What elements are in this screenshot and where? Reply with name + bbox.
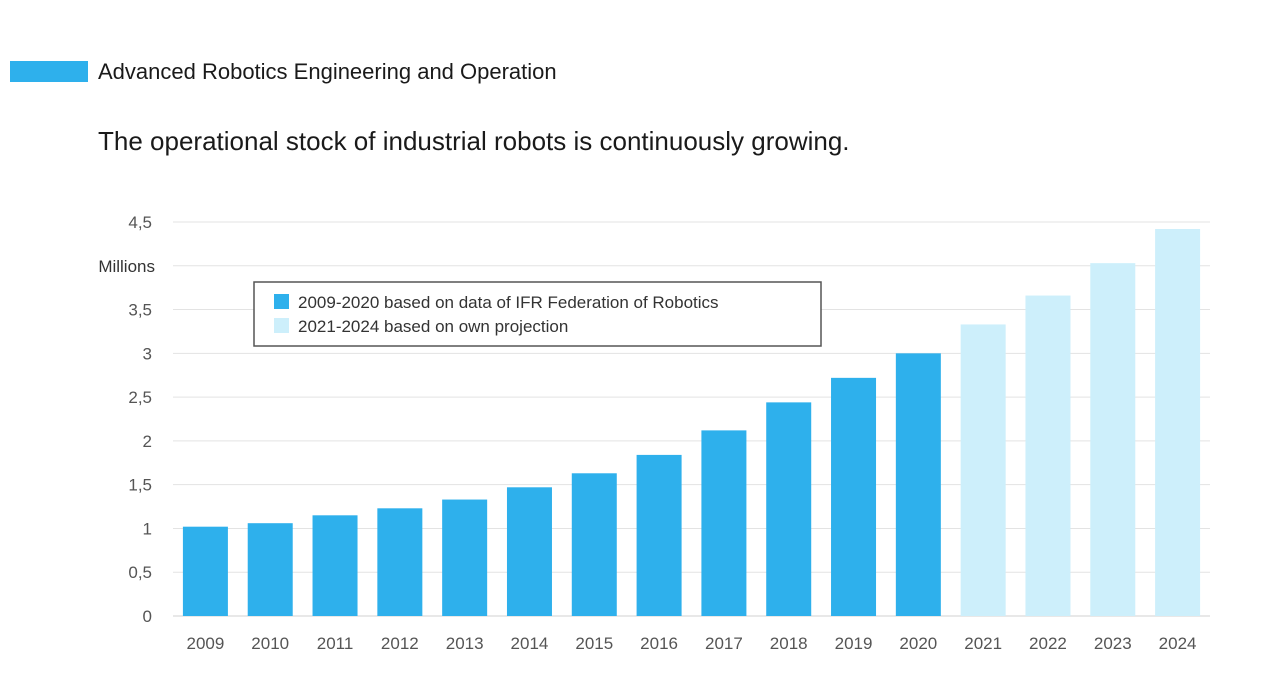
bars bbox=[182, 229, 1201, 616]
bar-2016 bbox=[636, 454, 682, 616]
legend-swatch-historical bbox=[274, 294, 289, 309]
x-tick-label-2009: 2009 bbox=[186, 634, 224, 653]
bar-2024 bbox=[1155, 229, 1201, 616]
legend-swatch-projection bbox=[274, 318, 289, 333]
y-tick-label: 0,5 bbox=[128, 563, 152, 582]
x-tick-label-2015: 2015 bbox=[575, 634, 613, 653]
bar-2023 bbox=[1090, 263, 1136, 616]
bar-2020 bbox=[895, 353, 941, 616]
x-tick-label-2010: 2010 bbox=[251, 634, 289, 653]
x-tick-label-2023: 2023 bbox=[1094, 634, 1132, 653]
x-tick-label-2016: 2016 bbox=[640, 634, 678, 653]
y-tick-label: 1 bbox=[143, 519, 152, 538]
x-tick-label-2020: 2020 bbox=[899, 634, 937, 653]
x-tick-label-2017: 2017 bbox=[705, 634, 743, 653]
x-axis-ticks: 2009 2010 2011 2012 2013 2014 2015 2016 2017 2018… bbox=[186, 634, 1196, 653]
x-tick-label-2013: 2013 bbox=[446, 634, 484, 653]
chart-title: The operational stock of industrial robo… bbox=[98, 126, 850, 156]
y-tick-label: 3,5 bbox=[128, 301, 152, 320]
legend-label-projection: 2021-2024 based on own projection bbox=[298, 317, 568, 336]
x-tick-label-2011: 2011 bbox=[317, 634, 354, 653]
y-axis-unit-label: Millions bbox=[98, 257, 155, 276]
x-tick-label-2014: 2014 bbox=[511, 634, 549, 653]
section-color-bar bbox=[10, 61, 88, 82]
y-tick-label: 2,5 bbox=[128, 388, 152, 407]
x-tick-label-2022: 2022 bbox=[1029, 634, 1067, 653]
x-tick-label-2012: 2012 bbox=[381, 634, 419, 653]
bar-2021 bbox=[960, 324, 1006, 616]
section-title: Advanced Robotics Engineering and Operat… bbox=[98, 59, 557, 84]
x-tick-label-2018: 2018 bbox=[770, 634, 808, 653]
y-tick-label: 3 bbox=[143, 344, 152, 363]
x-tick-label-2019: 2019 bbox=[835, 634, 873, 653]
bar-2010 bbox=[247, 523, 293, 616]
bar-2019 bbox=[831, 377, 877, 616]
y-tick-label: 0 bbox=[143, 607, 152, 626]
bar-2018 bbox=[766, 402, 812, 616]
legend-box bbox=[253, 281, 822, 347]
legend-label-historical: 2009-2020 based on data of IFR Federatio… bbox=[298, 293, 719, 312]
bar-2013 bbox=[442, 499, 488, 616]
legend: 2009-2020 based on data of IFR Federatio… bbox=[253, 281, 822, 347]
bar-2017 bbox=[701, 430, 747, 616]
y-tick-label: 1,5 bbox=[128, 476, 152, 495]
y-tick-label: 4,5 bbox=[128, 213, 152, 232]
bar-2022 bbox=[1025, 295, 1071, 616]
bar-2014 bbox=[506, 487, 552, 616]
x-tick-label-2021: 2021 bbox=[964, 634, 1002, 653]
bar-2011 bbox=[312, 515, 358, 616]
y-axis-ticks: 0 0,5 1 1,5 2 2,5 3 3,5 4,5 bbox=[128, 213, 152, 626]
bar-2012 bbox=[377, 508, 423, 616]
bar-2009 bbox=[182, 526, 228, 616]
bar-2015 bbox=[571, 473, 617, 616]
x-tick-label-2024: 2024 bbox=[1159, 634, 1197, 653]
y-tick-label: 2 bbox=[143, 432, 152, 451]
